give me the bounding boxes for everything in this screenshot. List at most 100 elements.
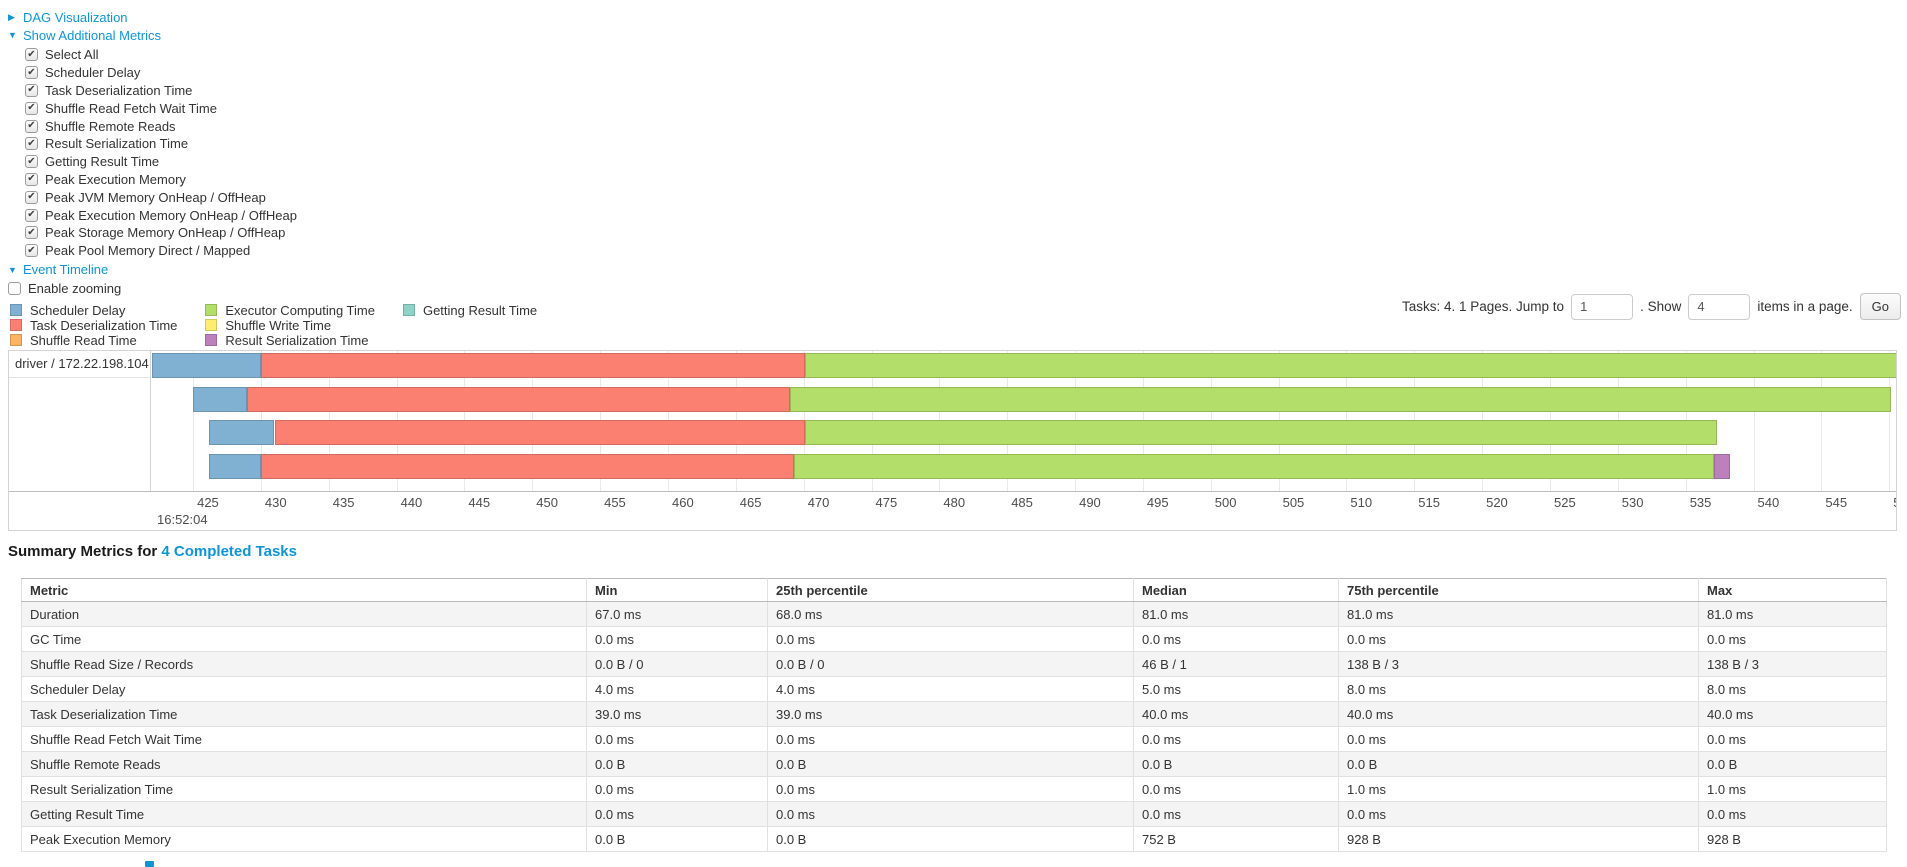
table-header-cell: 25th percentile bbox=[767, 578, 1134, 602]
legend-label: Shuffle Read Time bbox=[30, 332, 137, 348]
task-bar-segment-executor_computing[interactable] bbox=[794, 453, 1715, 479]
enable-zooming-label: Enable zooming bbox=[28, 281, 122, 296]
metric-checkbox-label: Scheduler Delay bbox=[45, 65, 141, 81]
checkbox-checked-icon[interactable]: ✔ bbox=[25, 101, 38, 115]
completed-tasks-link[interactable]: 4 Completed Tasks bbox=[161, 543, 297, 560]
legend-swatch-icon bbox=[10, 334, 22, 346]
task-bar-segment-task_deserialization[interactable] bbox=[274, 420, 806, 445]
legend-item: Shuffle Read Time bbox=[10, 332, 177, 348]
legend-label: Getting Result Time bbox=[422, 302, 538, 318]
chevron-down-icon: ▼ bbox=[8, 30, 17, 40]
table-cell: 0.0 ms bbox=[1133, 726, 1339, 752]
legend-swatch-icon bbox=[402, 304, 415, 316]
task-bar-segment-task_deserialization[interactable] bbox=[260, 453, 795, 479]
pagination-suffix-text: items in a page. bbox=[1757, 299, 1853, 314]
checkbox-checked-icon[interactable]: ✔ bbox=[25, 137, 38, 151]
checkbox-checked-icon[interactable]: ✔ bbox=[25, 208, 38, 222]
axis-tick-label: 510 bbox=[1350, 495, 1373, 510]
checkbox-checked-icon[interactable]: ✔ bbox=[25, 244, 38, 258]
legend-label: Executor Computing Time bbox=[225, 302, 375, 318]
task-bar-segment-scheduler_delay[interactable] bbox=[209, 420, 275, 445]
axis-tick-label: 500 bbox=[1214, 495, 1237, 510]
axis-tick-label: 440 bbox=[400, 495, 423, 510]
legend-item: Task Deserialization Time bbox=[10, 317, 178, 333]
timeline-axis: 16:52:04 425 430 435 440 445 450 455 460 465 470 4… bbox=[9, 492, 1896, 531]
table-cell: 0.0 B bbox=[1133, 751, 1339, 777]
task-bar-segment-executor_computing[interactable] bbox=[805, 420, 1717, 445]
legend-label: Result Serialization Time bbox=[225, 332, 369, 348]
table-row: Shuffle Read Fetch Wait Time 0.0 ms 0.0 ms… bbox=[21, 726, 1887, 752]
checkbox-checked-icon[interactable]: ✔ bbox=[25, 48, 38, 62]
axis-tick-label: 520 bbox=[1486, 495, 1508, 510]
show-additional-metrics-toggle[interactable]: ▼ Show Additional Metrics bbox=[8, 26, 708, 44]
table-cell: 752 B bbox=[1133, 826, 1339, 852]
metric-checkbox-row: ✔ Peak Storage Memory OnHeap / OffHeap bbox=[25, 224, 708, 242]
metric-checkbox-row: ✔ Shuffle Read Fetch Wait Time bbox=[25, 99, 708, 117]
checkbox-checked-icon[interactable]: ✔ bbox=[25, 83, 38, 97]
legend-label: Task Deserialization Time bbox=[30, 317, 178, 333]
checkbox-checked-icon[interactable]: ✔ bbox=[25, 172, 38, 186]
stage-detail-controls: ▶ DAG Visualization ▼ Show Additional Metr… bbox=[8, 8, 708, 279]
table-row: Duration 67.0 ms 68.0 ms 81.0 ms 81.0 ms 81.0… bbox=[21, 601, 1887, 627]
go-button[interactable]: Go bbox=[1859, 293, 1901, 320]
show-additional-metrics-label: Show Additional Metrics bbox=[23, 27, 162, 43]
axis-tick-label: 540 bbox=[1757, 495, 1780, 510]
metric-checkbox-label: Shuffle Remote Reads bbox=[45, 118, 176, 134]
axis-tick-label: 535 bbox=[1689, 495, 1712, 510]
jump-to-page-input[interactable] bbox=[1571, 293, 1634, 320]
executor-group-label: driver / 172.22.198.104 bbox=[9, 351, 150, 378]
task-bar-segment-task_deserialization[interactable] bbox=[247, 386, 791, 412]
table-cell: 0.0 B bbox=[1698, 751, 1887, 777]
table-cell: 0.0 ms bbox=[586, 726, 768, 752]
dag-visualization-toggle[interactable]: ▶ DAG Visualization bbox=[8, 8, 708, 26]
metric-checkbox-row: ✔ Task Deserialization Time bbox=[25, 82, 708, 100]
metric-checkbox-row: ✔ Shuffle Remote Reads bbox=[25, 117, 708, 135]
timeline-plot-area bbox=[151, 351, 1896, 491]
table-row: GC Time 0.0 ms 0.0 ms 0.0 ms 0.0 ms 0.0 ms bbox=[21, 626, 1887, 652]
task-bar-segment-executor_computing[interactable] bbox=[805, 353, 1896, 378]
checkbox-checked-icon[interactable]: ✔ bbox=[25, 190, 38, 204]
task-bar-segment-scheduler_delay[interactable] bbox=[209, 453, 261, 479]
table-cell: 8.0 ms bbox=[1698, 676, 1887, 702]
pagination-prefix-text: Tasks: 4. 1 Pages. Jump to bbox=[1401, 299, 1565, 314]
metric-checkbox-row: ✔ Peak JVM Memory OnHeap / OffHeap bbox=[25, 188, 708, 206]
table-cell: 0.0 ms bbox=[767, 776, 1134, 802]
checkbox-checked-icon[interactable]: ✔ bbox=[25, 155, 38, 169]
table-cell: 0.0 ms bbox=[1133, 626, 1339, 652]
axis-major-label: 16:52:04 bbox=[157, 512, 208, 527]
task-bar-segment-scheduler_delay[interactable] bbox=[193, 386, 248, 412]
axis-tick-label: 545 bbox=[1825, 495, 1848, 510]
legend-swatch-icon bbox=[205, 304, 218, 316]
table-header-cell: Median bbox=[1133, 578, 1339, 602]
enable-zooming-checkbox[interactable] bbox=[8, 282, 21, 295]
checkbox-checked-icon[interactable]: ✔ bbox=[25, 66, 38, 80]
event-timeline-toggle[interactable]: ▼ Event Timeline bbox=[8, 261, 708, 279]
table-row: Scheduler Delay 4.0 ms 4.0 ms 5.0 ms 8.0 ms 8… bbox=[21, 676, 1887, 702]
task-pagination: Tasks: 4. 1 Pages. Jump to . Show items … bbox=[1402, 293, 1901, 320]
table-cell: 0.0 ms bbox=[1698, 801, 1887, 827]
checkbox-checked-icon[interactable]: ✔ bbox=[25, 119, 38, 133]
metric-checkbox-row: ✔ Peak Execution Memory OnHeap / OffHeap bbox=[25, 206, 708, 224]
task-bar-segment-result_serialization[interactable] bbox=[1714, 453, 1731, 479]
table-cell: 928 B bbox=[1698, 826, 1887, 852]
metric-checkbox-label: Getting Result Time bbox=[45, 154, 160, 170]
axis-tick-label: 525 bbox=[1554, 495, 1576, 510]
metric-checkbox-label: Select All bbox=[45, 47, 99, 63]
table-header-cell: Max bbox=[1698, 578, 1887, 602]
table-cell: 1.0 ms bbox=[1698, 776, 1887, 802]
table-cell: Getting Result Time bbox=[21, 801, 587, 827]
dag-visualization-label: DAG Visualization bbox=[23, 9, 128, 25]
table-cell: 138 B / 3 bbox=[1338, 651, 1699, 677]
task-bar-segment-executor_computing[interactable] bbox=[790, 386, 1891, 412]
legend-item: Executor Computing Time bbox=[205, 302, 375, 318]
table-cell: 0.0 ms bbox=[586, 776, 768, 802]
task-bar-segment-task_deserialization[interactable] bbox=[260, 353, 805, 378]
items-per-page-input[interactable] bbox=[1688, 293, 1751, 320]
table-row: Peak Execution Memory 0.0 B 0.0 B 752 B 928 … bbox=[21, 826, 1887, 852]
table-cell: 0.0 B / 0 bbox=[586, 651, 768, 677]
gridline bbox=[193, 351, 195, 491]
table-cell: 1.0 ms bbox=[1338, 776, 1699, 802]
axis-tick-label: 425 bbox=[197, 495, 219, 510]
task-bar-segment-scheduler_delay[interactable] bbox=[152, 353, 261, 378]
checkbox-checked-icon[interactable]: ✔ bbox=[25, 226, 38, 240]
